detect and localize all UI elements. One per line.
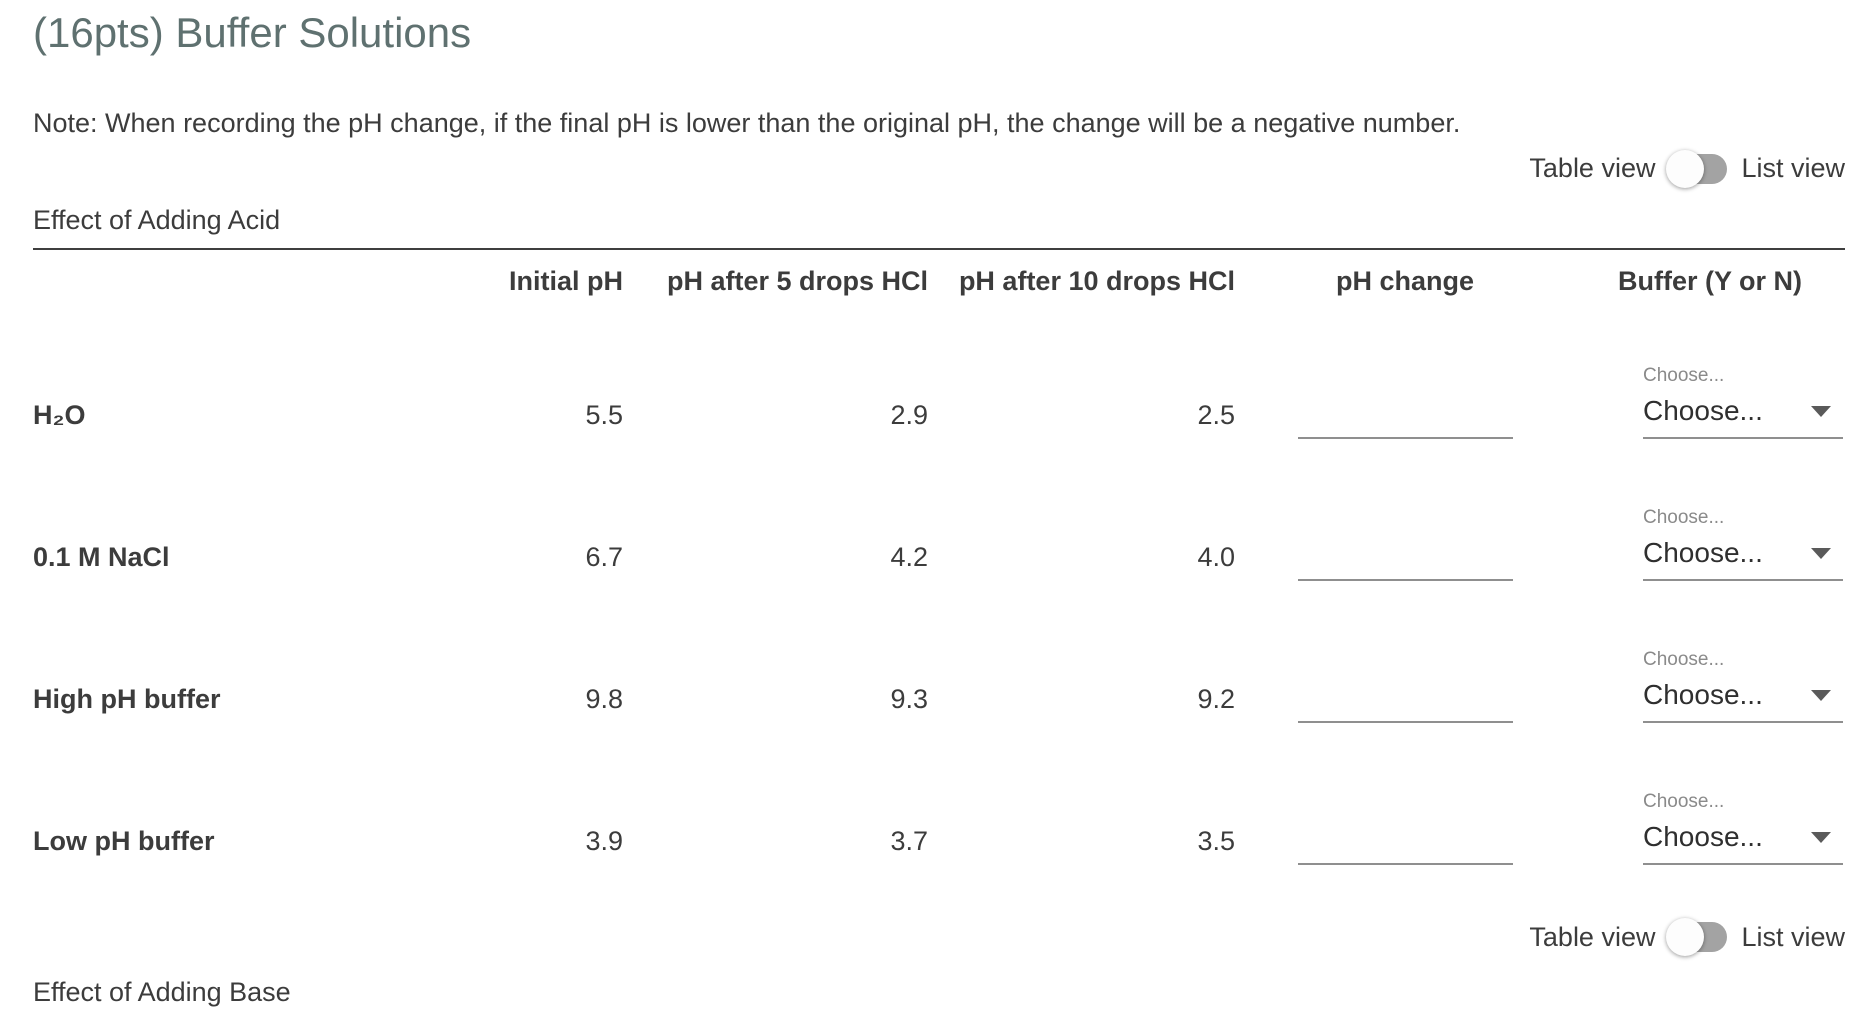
select-floating-label: Choose... bbox=[1643, 649, 1725, 671]
section-title-base: Effect of Adding Base bbox=[33, 977, 291, 1008]
table-view-label: Table view bbox=[1529, 921, 1656, 952]
ph-5-drops-value: 2.9 bbox=[890, 400, 928, 431]
toggle-thumb-icon bbox=[1666, 918, 1705, 957]
select-floating-label: Choose... bbox=[1643, 365, 1725, 387]
ph-change-input[interactable] bbox=[1297, 687, 1513, 724]
buffer-select[interactable]: Choose... Choose... bbox=[1643, 649, 1843, 724]
ph-change-input[interactable] bbox=[1297, 403, 1513, 440]
section-title-acid: Effect of Adding Acid bbox=[33, 204, 281, 235]
table-view-label: Table view bbox=[1529, 153, 1656, 184]
initial-ph-value: 9.8 bbox=[585, 684, 623, 715]
table-header-row: Initial pH pH after 5 drops HCl pH after… bbox=[33, 250, 1845, 304]
view-toggle-top: Table view List view bbox=[33, 147, 1845, 191]
ph-change-input[interactable] bbox=[1297, 545, 1513, 582]
table-row: High pH buffer 9.8 9.3 9.2 Choose... Cho… bbox=[33, 587, 1845, 729]
view-toggle-switch[interactable] bbox=[1666, 149, 1728, 188]
select-value: Choose... bbox=[1643, 395, 1763, 427]
dropdown-arrow-icon bbox=[1811, 689, 1831, 701]
page-title: (16pts) Buffer Solutions bbox=[33, 9, 472, 56]
dropdown-arrow-icon bbox=[1811, 547, 1831, 559]
ph-10-drops-value: 2.5 bbox=[1197, 400, 1235, 431]
initial-ph-value: 6.7 bbox=[585, 542, 623, 573]
ph-change-input[interactable] bbox=[1297, 829, 1513, 866]
select-value: Choose... bbox=[1643, 821, 1763, 853]
col-header-10-drops: pH after 10 drops HCl bbox=[958, 265, 1235, 296]
select-floating-label: Choose... bbox=[1643, 507, 1725, 529]
row-label: High pH buffer bbox=[33, 684, 221, 715]
col-header-buffer: Buffer (Y or N) bbox=[1617, 265, 1802, 296]
col-header-blank bbox=[33, 250, 433, 304]
table-row: H₂O 5.5 2.9 2.5 Choose... Choose... bbox=[33, 303, 1845, 445]
view-toggle-bottom: Table view List view bbox=[33, 915, 1845, 959]
col-header-initial-ph: Initial pH bbox=[509, 265, 623, 296]
ph-5-drops-value: 4.2 bbox=[890, 542, 928, 573]
ph-5-drops-value: 9.3 bbox=[890, 684, 928, 715]
buffer-select[interactable]: Choose... Choose... bbox=[1643, 791, 1843, 866]
dropdown-arrow-icon bbox=[1811, 405, 1831, 417]
row-label: 0.1 M NaCl bbox=[33, 542, 170, 573]
list-view-label: List view bbox=[1741, 153, 1845, 184]
ph-10-drops-value: 4.0 bbox=[1197, 542, 1235, 573]
note-text: Note: When recording the pH change, if t… bbox=[33, 107, 1461, 138]
select-floating-label: Choose... bbox=[1643, 791, 1725, 813]
select-value: Choose... bbox=[1643, 679, 1763, 711]
table-row: Low pH buffer 3.9 3.7 3.5 Choose... Choo… bbox=[33, 729, 1845, 871]
ph-10-drops-value: 3.5 bbox=[1197, 826, 1235, 857]
row-label: Low pH buffer bbox=[33, 826, 215, 857]
initial-ph-value: 5.5 bbox=[585, 400, 623, 431]
buffer-select[interactable]: Choose... Choose... bbox=[1643, 365, 1843, 440]
toggle-thumb-icon bbox=[1666, 149, 1705, 188]
acid-effect-table: Initial pH pH after 5 drops HCl pH after… bbox=[33, 250, 1845, 872]
dropdown-arrow-icon bbox=[1811, 831, 1831, 843]
section-divider bbox=[33, 247, 1845, 250]
list-view-label: List view bbox=[1741, 921, 1845, 952]
ph-5-drops-value: 3.7 bbox=[890, 826, 928, 857]
buffer-select[interactable]: Choose... Choose... bbox=[1643, 507, 1843, 582]
table-row: 0.1 M NaCl 6.7 4.2 4.0 Choose... Choose.… bbox=[33, 445, 1845, 587]
ph-10-drops-value: 9.2 bbox=[1197, 684, 1235, 715]
col-header-ph-change: pH change bbox=[1335, 265, 1475, 296]
view-toggle-switch[interactable] bbox=[1666, 918, 1728, 957]
select-value: Choose... bbox=[1643, 537, 1763, 569]
initial-ph-value: 3.9 bbox=[585, 826, 623, 857]
row-label: H₂O bbox=[33, 400, 86, 431]
col-header-5-drops: pH after 5 drops HCl bbox=[666, 265, 928, 296]
